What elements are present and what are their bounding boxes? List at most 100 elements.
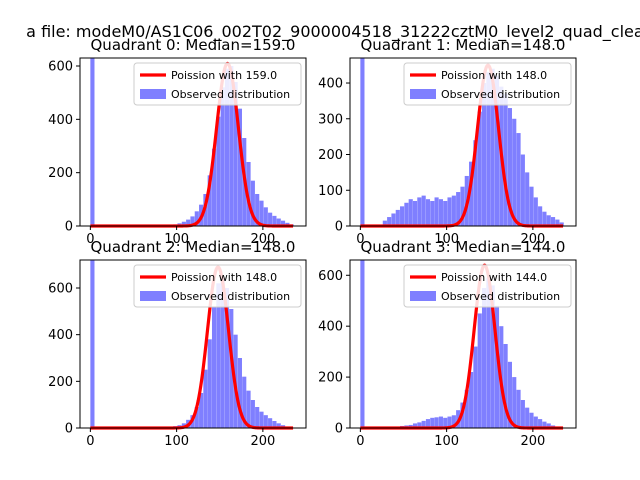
x-tick-label: 0 bbox=[86, 434, 94, 449]
histogram-bar bbox=[259, 411, 264, 428]
legend-box bbox=[403, 264, 572, 308]
histogram-bar bbox=[438, 416, 443, 428]
histogram-bar bbox=[533, 416, 538, 428]
legend-label-poisson: Poission with 144.0 bbox=[441, 271, 547, 284]
y-tick-label: 200 bbox=[48, 166, 73, 181]
histogram-bar bbox=[194, 211, 199, 226]
histogram-bar bbox=[529, 412, 534, 428]
y-tick-label: 0 bbox=[65, 220, 73, 235]
histogram-bar bbox=[555, 219, 560, 226]
histogram-bar bbox=[443, 417, 448, 428]
x-tick-label: 200 bbox=[250, 232, 275, 247]
y-tick-label: 400 bbox=[318, 77, 343, 92]
histogram-bar bbox=[400, 206, 405, 226]
histogram-bar bbox=[512, 377, 517, 428]
histogram-bar bbox=[456, 192, 461, 226]
axes-frame bbox=[79, 259, 307, 429]
histogram-bar bbox=[529, 186, 534, 226]
histogram-bar bbox=[272, 215, 277, 226]
x-tick-label: 100 bbox=[434, 232, 459, 247]
legend-bar-swatch bbox=[410, 89, 436, 99]
histogram-bar bbox=[503, 344, 508, 428]
y-tick-label: 400 bbox=[48, 328, 73, 343]
legend-label-poisson: Poission with 148.0 bbox=[441, 69, 547, 82]
histogram-bar bbox=[525, 172, 530, 226]
histogram-bar bbox=[546, 215, 551, 226]
histogram-bar bbox=[412, 423, 418, 428]
legend-bar-swatch bbox=[140, 291, 166, 301]
histogram-bar bbox=[425, 199, 431, 226]
histogram-bar bbox=[255, 407, 260, 428]
x-tick-label: 200 bbox=[520, 434, 545, 449]
axes-frame bbox=[79, 57, 307, 227]
histogram-bar bbox=[486, 72, 491, 226]
histogram-bar bbox=[220, 278, 225, 428]
x-tick-label: 0 bbox=[356, 434, 364, 449]
y-tick-label: 0 bbox=[335, 422, 343, 437]
histogram-bar bbox=[550, 217, 556, 226]
histogram-bar bbox=[211, 306, 217, 428]
histogram-bar bbox=[503, 93, 508, 227]
x-tick-label: 200 bbox=[520, 232, 545, 247]
histogram-bar bbox=[516, 133, 521, 226]
chart-title: Quadrant 0: Median=159.0 bbox=[91, 36, 296, 54]
legend-box bbox=[133, 62, 302, 106]
histogram-bar bbox=[268, 418, 273, 428]
histogram-bar bbox=[451, 195, 456, 226]
y-tick-label: 300 bbox=[318, 112, 343, 127]
y-tick-label: 100 bbox=[318, 184, 343, 199]
histogram-bar bbox=[224, 288, 230, 428]
histogram-bar bbox=[190, 216, 195, 226]
histogram-bar bbox=[186, 219, 191, 226]
histogram-bar bbox=[421, 420, 426, 428]
histogram-bar bbox=[207, 339, 212, 428]
histogram-bar bbox=[490, 68, 495, 226]
histogram-bar bbox=[395, 209, 400, 226]
histogram-bar bbox=[447, 197, 452, 226]
legend-label-observed: Observed distribution bbox=[171, 88, 290, 101]
y-tick-label: 200 bbox=[318, 148, 343, 163]
legend-label-observed: Observed distribution bbox=[441, 290, 560, 303]
histogram-bar bbox=[538, 206, 543, 226]
x-tick-label: 0 bbox=[356, 232, 364, 247]
histogram-bar bbox=[237, 358, 242, 428]
histogram-bar bbox=[525, 407, 530, 428]
histogram-bar bbox=[520, 400, 525, 428]
x-tick-label: 100 bbox=[434, 434, 459, 449]
histogram-bar bbox=[263, 207, 268, 226]
y-tick-label: 0 bbox=[335, 220, 343, 235]
histogram-bar bbox=[220, 87, 225, 226]
histogram-bar bbox=[469, 372, 474, 428]
histogram-bar bbox=[216, 116, 221, 226]
histogram-bar bbox=[417, 422, 422, 428]
x-tick-label: 100 bbox=[164, 434, 189, 449]
histogram-bar bbox=[199, 393, 204, 428]
histogram-bar bbox=[387, 217, 392, 226]
y-tick-label: 0 bbox=[65, 422, 73, 437]
histogram-bar bbox=[542, 421, 547, 428]
legend: Poission with 159.0 Observed distribution bbox=[133, 62, 302, 106]
x-tick-label: 0 bbox=[86, 232, 94, 247]
histogram-bar bbox=[533, 197, 538, 226]
histogram-bar bbox=[263, 415, 268, 428]
histogram-bar bbox=[469, 161, 474, 226]
y-tick-label: 200 bbox=[48, 375, 73, 390]
histogram-bar bbox=[494, 305, 500, 428]
chart-title: Quadrant 1: Median=148.0 bbox=[361, 36, 566, 54]
legend-label-observed: Observed distribution bbox=[171, 290, 290, 303]
histogram-bar bbox=[421, 195, 426, 226]
histogram-bar bbox=[477, 313, 482, 428]
panels: 0 100 200 0 200 400 600 Quadrant 0: Median=159.… bbox=[48, 36, 577, 449]
histogram-bar bbox=[404, 202, 409, 226]
chart-panel-1: 0 100 200 0 100 200 300 400 Quadrant 1: Median=1… bbox=[318, 36, 577, 247]
y-tick-label: 600 bbox=[48, 60, 73, 75]
x-tick-label: 100 bbox=[164, 232, 189, 247]
histogram-bar bbox=[272, 421, 277, 428]
histogram-bar bbox=[229, 66, 234, 226]
histogram-bar bbox=[233, 82, 238, 226]
histogram-bar bbox=[520, 154, 525, 226]
histogram-bar bbox=[438, 199, 443, 226]
histogram-bar bbox=[494, 75, 500, 227]
histogram-bar bbox=[538, 419, 543, 428]
axes-frame bbox=[349, 259, 577, 429]
